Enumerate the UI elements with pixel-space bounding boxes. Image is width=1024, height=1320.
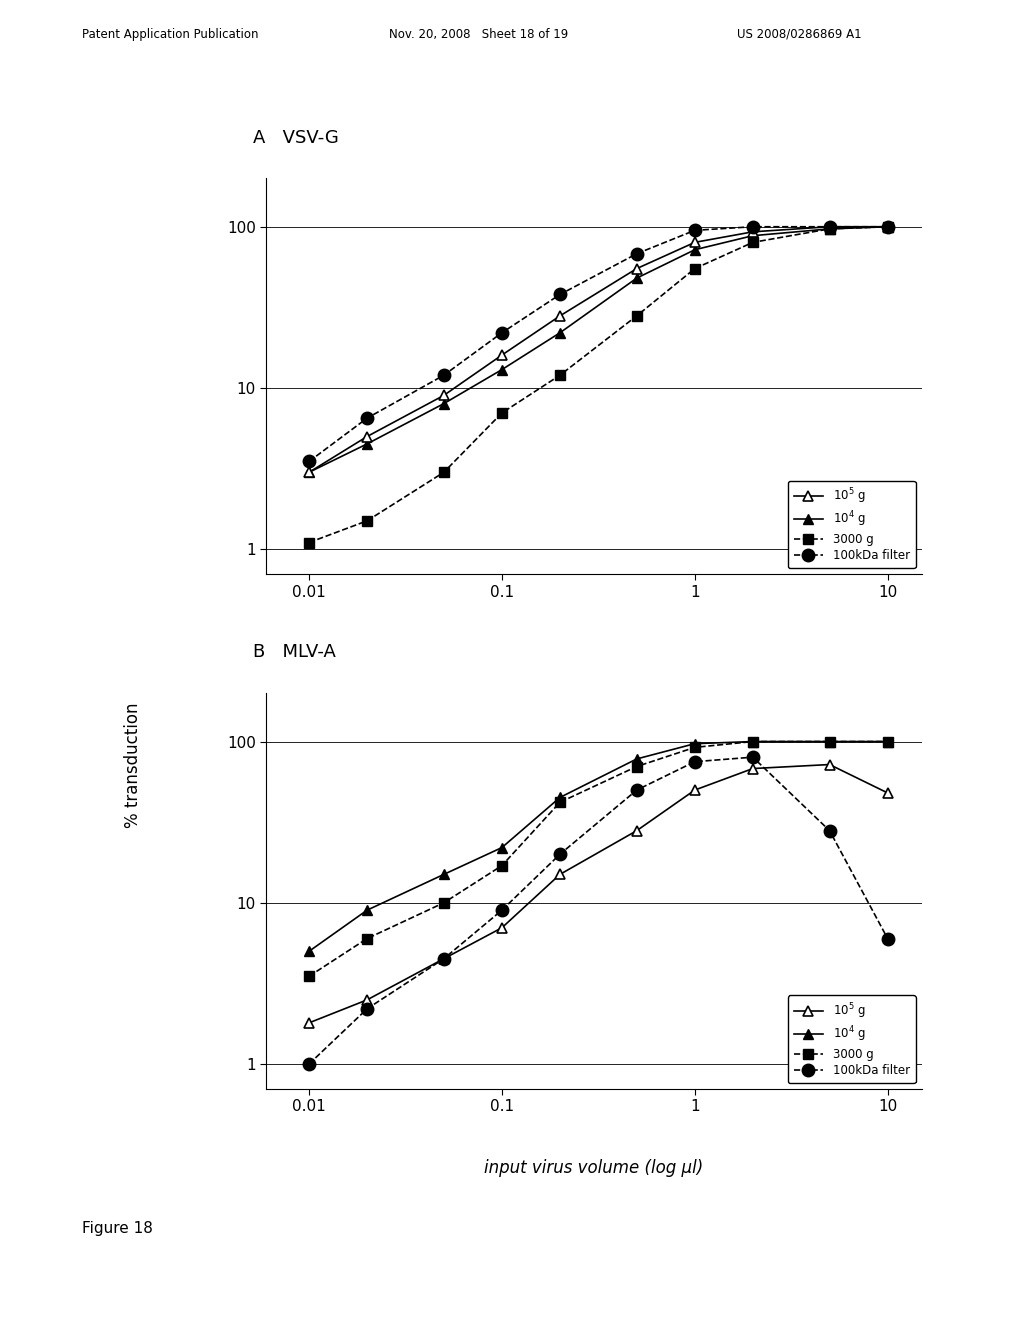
- Text: A   VSV-G: A VSV-G: [253, 128, 339, 147]
- Text: Figure 18: Figure 18: [82, 1221, 153, 1236]
- Text: input virus volume (log μl): input virus volume (log μl): [484, 1159, 703, 1177]
- Text: US 2008/0286869 A1: US 2008/0286869 A1: [737, 28, 862, 41]
- Text: Nov. 20, 2008   Sheet 18 of 19: Nov. 20, 2008 Sheet 18 of 19: [389, 28, 568, 41]
- Text: % transduction: % transduction: [124, 702, 142, 829]
- Legend: $10^5$ g, $10^4$ g, 3000 g, 100kDa filter: $10^5$ g, $10^4$ g, 3000 g, 100kDa filte…: [787, 480, 915, 569]
- Text: B   MLV-A: B MLV-A: [253, 643, 336, 661]
- Text: Patent Application Publication: Patent Application Publication: [82, 28, 258, 41]
- Legend: $10^5$ g, $10^4$ g, 3000 g, 100kDa filter: $10^5$ g, $10^4$ g, 3000 g, 100kDa filte…: [787, 995, 915, 1084]
